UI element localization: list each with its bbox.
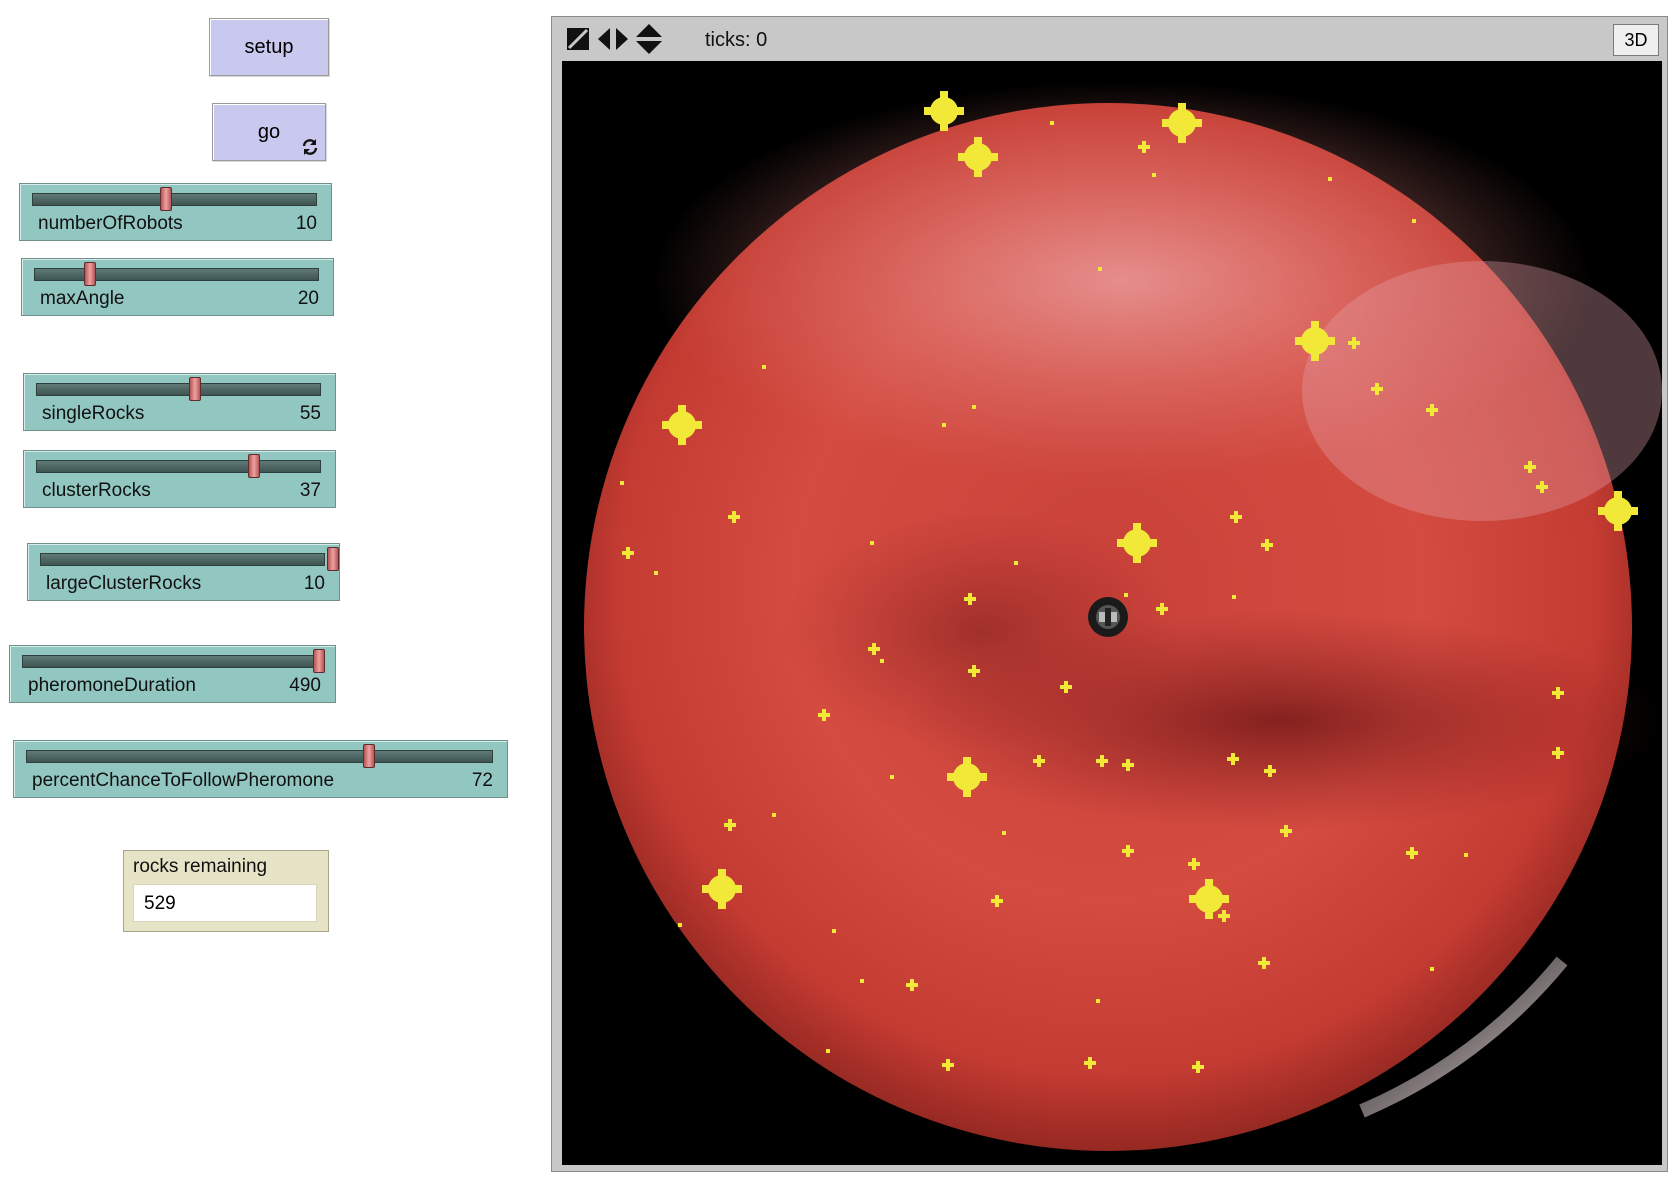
- slider-track[interactable]: [34, 268, 319, 281]
- slider-value: 55: [299, 403, 321, 424]
- slider-track[interactable]: [32, 193, 317, 206]
- slider-track[interactable]: [36, 460, 321, 473]
- slider-label: maxAngle: [40, 288, 125, 309]
- wrap-vertical-icon[interactable]: [635, 23, 663, 55]
- rock-cluster: [924, 91, 964, 131]
- slider-knob[interactable]: [312, 649, 325, 673]
- slider-singleRocks[interactable]: singleRocks 55: [23, 373, 336, 431]
- slider-knob[interactable]: [362, 744, 375, 768]
- slider-knob[interactable]: [160, 187, 173, 211]
- small-rocks: [622, 141, 1564, 1073]
- wrap-horizontal-icon[interactable]: [597, 27, 629, 51]
- view-3d-button-label: 3D: [1624, 29, 1648, 50]
- wrap-both-icon[interactable]: [566, 27, 590, 51]
- ticks-counter: ticks: 0: [705, 29, 768, 51]
- slider-knob[interactable]: [84, 262, 97, 286]
- slider-clusterRocks[interactable]: clusterRocks 37: [23, 450, 336, 508]
- rock-cluster: [702, 869, 742, 909]
- slider-largeClusterRocks[interactable]: largeClusterRocks 10: [27, 543, 340, 601]
- monitor-label: rocks remaining: [133, 856, 268, 877]
- slider-label: clusterRocks: [42, 480, 151, 501]
- polar-region: [652, 81, 1592, 481]
- slider-value: 10: [295, 213, 317, 234]
- slider-label: numberOfRobots: [38, 213, 183, 234]
- view-toolbar: ticks: 0 3D: [552, 17, 1667, 61]
- slider-label: pheromoneDuration: [28, 675, 196, 696]
- setup-button-label: setup: [244, 35, 294, 58]
- robot-agent: [1088, 597, 1128, 637]
- slider-track[interactable]: [40, 553, 325, 566]
- slider-value: 490: [289, 675, 321, 696]
- world-svg: [584, 81, 1662, 1151]
- slider-knob[interactable]: [248, 454, 261, 478]
- slider-knob[interactable]: [189, 377, 202, 401]
- view-3d-button[interactable]: 3D: [1613, 24, 1659, 56]
- slider-value: 20: [297, 288, 319, 309]
- rock-cluster: [1295, 321, 1335, 361]
- world-canvas[interactable]: [562, 61, 1662, 1165]
- rock-cluster: [958, 137, 998, 177]
- slider-label: largeClusterRocks: [46, 573, 202, 594]
- rock-cluster: [1598, 491, 1638, 531]
- slider-track[interactable]: [36, 383, 321, 396]
- go-button[interactable]: go: [212, 103, 326, 161]
- planet-rim-highlight: [1359, 956, 1568, 1118]
- rock-cluster: [1162, 103, 1202, 143]
- loop-icon: [302, 139, 318, 155]
- go-button-label: go: [257, 120, 281, 143]
- slider-value: 10: [303, 573, 325, 594]
- rocks-remaining-monitor: rocks remaining 529: [123, 850, 329, 932]
- monitor-value: 529: [133, 884, 317, 922]
- slider-percentChanceToFollowPheromone[interactable]: percentChanceToFollowPheromone 72: [13, 740, 508, 798]
- rock-cluster: [947, 757, 987, 797]
- slider-track[interactable]: [22, 655, 321, 668]
- slider-maxAngle[interactable]: maxAngle 20: [21, 258, 334, 316]
- rock-specks: [620, 121, 1468, 1053]
- world-view-panel: ticks: 0 3D: [551, 16, 1668, 1172]
- slider-knob[interactable]: [326, 547, 339, 571]
- dark-region-2: [782, 511, 1182, 751]
- slider-pheromoneDuration[interactable]: pheromoneDuration 490: [9, 645, 336, 703]
- slider-value: 37: [299, 480, 321, 501]
- rock-cluster: [662, 405, 702, 445]
- light-region-right: [1302, 261, 1662, 521]
- slider-track[interactable]: [26, 750, 493, 763]
- slider-numberOfRobots[interactable]: numberOfRobots 10: [19, 183, 332, 241]
- slider-label: singleRocks: [42, 403, 145, 424]
- rock-cluster: [1117, 523, 1157, 563]
- rock-cluster: [1189, 879, 1229, 919]
- setup-button[interactable]: setup: [209, 18, 329, 76]
- slider-value: 72: [471, 770, 493, 791]
- slider-label: percentChanceToFollowPheromone: [32, 770, 335, 791]
